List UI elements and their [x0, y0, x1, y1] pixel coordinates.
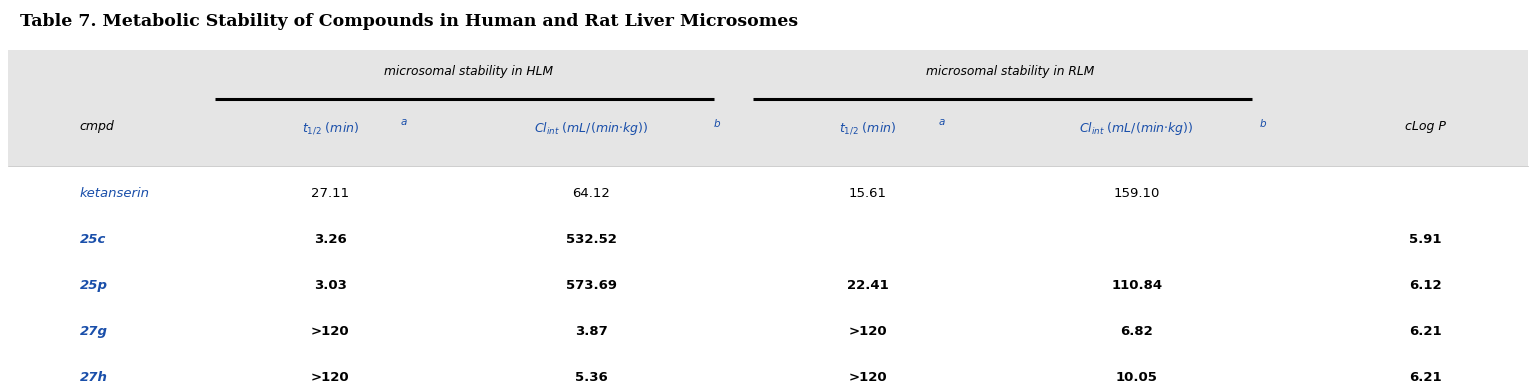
Text: 3.87: 3.87 — [574, 325, 608, 338]
Text: >120: >120 — [310, 325, 350, 338]
Text: 10.05: 10.05 — [1115, 371, 1158, 382]
Text: 6.21: 6.21 — [1409, 371, 1442, 382]
Text: $\mathit{Cl}_{\mathit{int}}$ $\mathit{(mL/(min{\cdot}kg))}$: $\mathit{Cl}_{\mathit{int}}$ $\mathit{(m… — [535, 120, 648, 138]
Text: 5.36: 5.36 — [574, 371, 608, 382]
Text: 6.82: 6.82 — [1120, 325, 1154, 338]
Text: ketanserin: ketanserin — [80, 187, 151, 200]
Text: 6.12: 6.12 — [1409, 279, 1442, 292]
Text: 64.12: 64.12 — [573, 187, 610, 200]
Text: 3.03: 3.03 — [313, 279, 347, 292]
FancyBboxPatch shape — [8, 50, 1528, 166]
Text: >120: >120 — [848, 371, 888, 382]
Text: 27h: 27h — [80, 371, 108, 382]
Text: 6.21: 6.21 — [1409, 325, 1442, 338]
Text: >120: >120 — [848, 325, 888, 338]
Text: 3.26: 3.26 — [313, 233, 347, 246]
Text: cmpd: cmpd — [80, 120, 115, 133]
Text: $a$: $a$ — [401, 117, 407, 127]
Text: 159.10: 159.10 — [1114, 187, 1160, 200]
Text: $\mathit{Cl}_{\mathit{int}}$ $\mathit{(mL/(min{\cdot}kg))}$: $\mathit{Cl}_{\mathit{int}}$ $\mathit{(m… — [1080, 120, 1193, 138]
Text: microsomal stability in HLM: microsomal stability in HLM — [384, 65, 553, 78]
Text: 25c: 25c — [80, 233, 106, 246]
Text: >120: >120 — [310, 371, 350, 382]
Text: 573.69: 573.69 — [565, 279, 617, 292]
Text: $a$: $a$ — [938, 117, 945, 127]
Text: $b$: $b$ — [1258, 117, 1267, 129]
Text: cLog P: cLog P — [1405, 120, 1445, 133]
Text: 27g: 27g — [80, 325, 108, 338]
Text: 22.41: 22.41 — [846, 279, 889, 292]
Text: 532.52: 532.52 — [565, 233, 617, 246]
Text: 15.61: 15.61 — [849, 187, 886, 200]
Text: 25p: 25p — [80, 279, 108, 292]
Text: 27.11: 27.11 — [312, 187, 349, 200]
Text: $b$: $b$ — [713, 117, 722, 129]
Text: $\mathit{t}_{1/2}$ $\mathit{(min)}$: $\mathit{t}_{1/2}$ $\mathit{(min)}$ — [839, 120, 897, 136]
Text: microsomal stability in RLM: microsomal stability in RLM — [926, 65, 1094, 78]
Text: $\mathit{t}_{1/2}$ $\mathit{(min)}$: $\mathit{t}_{1/2}$ $\mathit{(min)}$ — [301, 120, 359, 136]
Text: Table 7. Metabolic Stability of Compounds in Human and Rat Liver Microsomes: Table 7. Metabolic Stability of Compound… — [20, 13, 799, 31]
Text: 110.84: 110.84 — [1111, 279, 1163, 292]
Text: 5.91: 5.91 — [1409, 233, 1442, 246]
